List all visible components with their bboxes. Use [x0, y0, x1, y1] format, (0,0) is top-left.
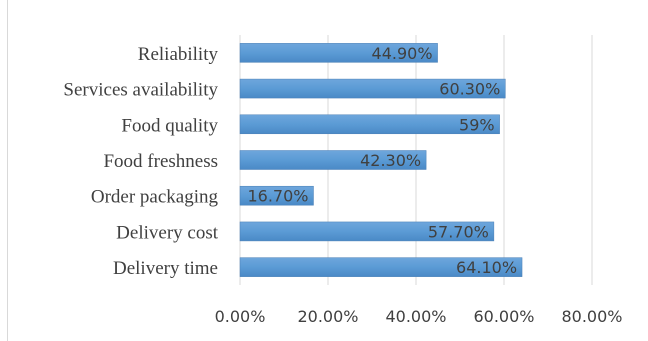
- data-label: 60.30%: [439, 80, 500, 99]
- data-label: 64.10%: [456, 258, 517, 277]
- x-tick-label: 60.00%: [473, 307, 534, 326]
- category-label: Services availability: [63, 80, 218, 101]
- data-label: 16.70%: [247, 187, 308, 206]
- category-label: Food freshness: [103, 151, 218, 172]
- bar: [239, 150, 427, 170]
- data-label: 57.70%: [428, 222, 489, 241]
- bar: [239, 257, 523, 277]
- x-tick-label: 0.00%: [215, 307, 266, 326]
- data-label: 42.30%: [360, 151, 421, 170]
- bar: [239, 43, 438, 63]
- category-label: Reliability: [138, 44, 219, 65]
- data-label: 59%: [459, 115, 495, 134]
- category-label: Food quality: [121, 115, 218, 136]
- bar: [239, 78, 506, 99]
- x-tick-label: 40.00%: [385, 307, 446, 326]
- data-labels: 44.90% 60.30% 59% 42.30% 16.70% 57.70% 64.10%: [247, 44, 517, 277]
- x-tick-labels: 0.00% 20.00% 40.00% 60.00% 80.00%: [215, 307, 623, 326]
- bar: [239, 221, 495, 242]
- category-label: Order packaging: [91, 187, 219, 208]
- category-labels: Reliability Services availability Food qua…: [63, 44, 218, 279]
- x-tick-label: 80.00%: [561, 307, 622, 326]
- bar: [239, 185, 314, 206]
- bar: [239, 114, 500, 135]
- x-tick-label: 20.00%: [297, 307, 358, 326]
- category-label: Delivery cost: [116, 222, 219, 243]
- category-label: Delivery time: [113, 258, 218, 279]
- chart-border: [7, 0, 8, 341]
- data-label: 44.90%: [372, 44, 433, 63]
- bars: [239, 43, 523, 277]
